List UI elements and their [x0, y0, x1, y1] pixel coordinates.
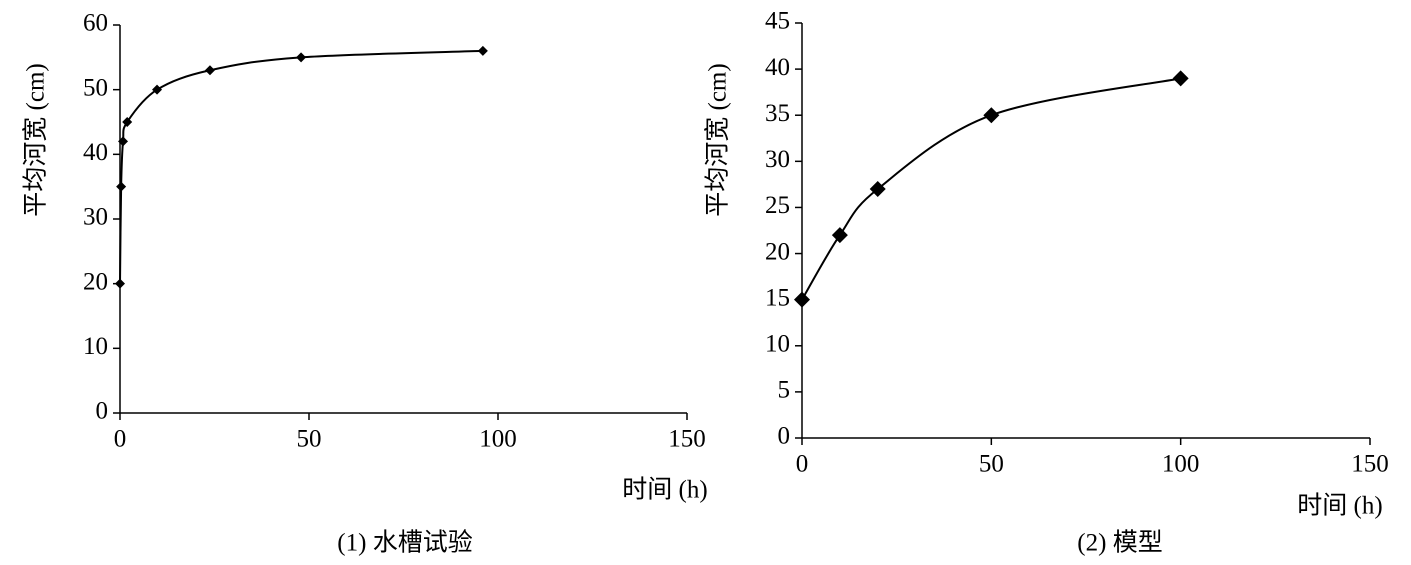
- x-axis-label: 时间 (h): [622, 476, 707, 504]
- y-axis-label: 平均河宽 (cm): [704, 63, 732, 216]
- marker: [116, 181, 127, 192]
- y-tick-label: 20: [765, 238, 790, 265]
- marker: [118, 136, 129, 147]
- x-axis-label: 时间 (h): [1297, 492, 1382, 520]
- y-tick-label: 60: [83, 10, 108, 37]
- x-tick-label: 100: [1162, 451, 1200, 478]
- y-tick-label: 50: [83, 74, 108, 101]
- marker: [204, 65, 215, 76]
- y-axis-label: 平均河宽 (cm): [22, 63, 50, 216]
- caption: (2) 模型: [1077, 529, 1162, 557]
- marker: [1172, 70, 1189, 87]
- y-tick-label: 40: [83, 139, 108, 166]
- x-tick-label: 50: [979, 451, 1004, 478]
- y-tick-label: 25: [765, 192, 790, 219]
- x-tick-label: 100: [479, 426, 517, 453]
- y-tick-label: 5: [778, 377, 791, 404]
- y-tick-label: 20: [83, 268, 108, 295]
- y-tick-label: 35: [765, 100, 790, 127]
- line: [119, 49, 483, 284]
- marker: [122, 117, 133, 127]
- marker: [296, 52, 307, 63]
- marker: [152, 84, 163, 95]
- marker: [115, 278, 125, 289]
- x-tick-label: 150: [1351, 451, 1389, 478]
- marker: [477, 45, 488, 56]
- y-tick-label: 10: [765, 331, 790, 358]
- marker: [794, 291, 810, 308]
- y-tick-label: 15: [765, 284, 790, 311]
- y-tick-label: 45: [765, 8, 790, 35]
- y-tick-label: 10: [83, 333, 108, 360]
- y-tick-label: 0: [96, 398, 109, 425]
- x-tick-label: 50: [297, 426, 322, 453]
- x-tick-label: 0: [114, 426, 127, 453]
- x-tick-label: 150: [668, 426, 706, 453]
- marker: [831, 227, 848, 244]
- caption: (1) 水槽试验: [337, 529, 472, 557]
- marker: [869, 181, 886, 197]
- marker: [983, 107, 1000, 124]
- y-tick-label: 30: [765, 146, 790, 173]
- y-tick-label: 40: [765, 54, 790, 81]
- y-tick-label: 0: [778, 423, 791, 450]
- x-tick-label: 0: [796, 451, 809, 478]
- line: [801, 77, 1181, 301]
- y-tick-label: 30: [83, 204, 108, 231]
